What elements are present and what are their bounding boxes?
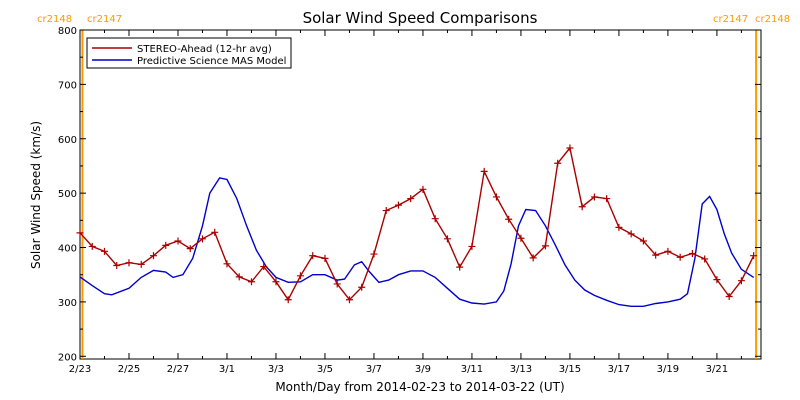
data-point-marker xyxy=(566,144,574,152)
x-tick-label: 3/3 xyxy=(268,364,284,375)
x-tick-label: 3/11 xyxy=(461,364,483,375)
x-tick-label: 3/7 xyxy=(366,364,382,375)
y-tick-label: 600 xyxy=(58,135,77,146)
data-point-marker xyxy=(750,252,758,260)
cr-label-left-1: cr2148 xyxy=(37,14,72,25)
y-tick-label: 300 xyxy=(58,298,77,309)
data-point-marker xyxy=(345,296,353,304)
x-tick-label: 3/17 xyxy=(608,364,630,375)
data-point-marker xyxy=(505,215,513,223)
data-point-marker xyxy=(370,250,378,258)
data-point-marker xyxy=(272,278,280,286)
data-point-marker xyxy=(578,203,586,211)
carrington-markers xyxy=(81,30,758,359)
x-tick-label: 2/27 xyxy=(167,364,189,375)
data-point-marker xyxy=(198,235,206,243)
data-point-marker xyxy=(468,242,476,250)
series-line xyxy=(79,146,755,302)
y-tick-label: 700 xyxy=(58,80,77,91)
series-layer xyxy=(76,144,758,307)
data-point-marker xyxy=(235,273,243,281)
data-point-marker xyxy=(627,230,635,238)
data-point-marker xyxy=(223,260,231,268)
data-point-marker xyxy=(247,278,255,286)
data-point-marker xyxy=(76,229,84,237)
data-point-marker xyxy=(211,228,219,236)
data-point-marker xyxy=(309,252,317,260)
y-axis-title: Solar Wind Speed (km/s) xyxy=(29,121,43,269)
data-point-marker xyxy=(676,253,684,261)
data-point-marker xyxy=(174,237,182,245)
data-point-marker xyxy=(296,272,304,280)
data-point-marker xyxy=(333,280,341,288)
y-tick-label: 500 xyxy=(58,189,77,200)
data-point-marker xyxy=(260,263,268,271)
x-tick-label: 2/25 xyxy=(118,364,140,375)
data-point-marker xyxy=(407,195,415,203)
x-tick-label: 3/15 xyxy=(559,364,581,375)
data-point-marker xyxy=(590,193,598,201)
data-point-marker xyxy=(492,193,500,201)
data-point-marker xyxy=(149,252,157,260)
legend-box xyxy=(86,37,292,69)
data-point-marker xyxy=(701,255,709,263)
corner-labels-right: cr2147 cr2148 xyxy=(713,14,790,25)
data-point-marker xyxy=(603,195,611,203)
x-tick-label: 3/5 xyxy=(317,364,333,375)
data-point-marker xyxy=(664,247,672,255)
cr-label-right-2: cr2148 xyxy=(755,14,790,25)
data-point-marker xyxy=(186,245,194,253)
y-tick-label: 400 xyxy=(58,244,77,255)
y-tick-label: 800 xyxy=(58,26,77,37)
data-point-marker xyxy=(284,296,292,304)
x-tick-label: 3/21 xyxy=(706,364,728,375)
x-tick-label: 3/13 xyxy=(510,364,532,375)
x-tick-label: 3/19 xyxy=(657,364,679,375)
data-point-marker xyxy=(137,260,145,268)
data-point-marker xyxy=(100,247,108,255)
x-tick-label: 3/9 xyxy=(415,364,431,375)
x-axis-title: Month/Day from 2014-02-23 to 2014-03-22 … xyxy=(275,380,564,394)
plot-frame xyxy=(79,29,762,360)
data-point-marker xyxy=(162,241,170,249)
legend-label-stereo: STEREO-Ahead (12-hr avg) xyxy=(137,44,272,55)
data-point-marker xyxy=(358,283,366,291)
data-point-marker xyxy=(652,251,660,259)
data-point-marker xyxy=(713,276,721,284)
data-point-marker xyxy=(394,201,402,209)
data-point-marker xyxy=(419,185,427,193)
y-tick-label: 200 xyxy=(58,352,77,363)
data-point-marker xyxy=(737,277,745,285)
x-tick-label: 2/23 xyxy=(69,364,91,375)
data-point-marker xyxy=(725,292,733,300)
data-point-marker xyxy=(443,235,451,243)
y-axis: 200 300 400 500 600 700 800 xyxy=(58,26,761,363)
x-tick-label: 3/1 xyxy=(219,364,235,375)
data-point-marker xyxy=(615,223,623,231)
chart-title: Solar Wind Speed Comparisons xyxy=(303,9,538,27)
data-point-marker xyxy=(517,234,525,242)
legend-label-mas: Predictive Science MAS Model xyxy=(137,56,286,67)
x-axis: 2/23 2/25 2/27 3/1 3/3 3/5 3/7 3/9 3/11 3/13 3/15 3… xyxy=(69,30,742,375)
corner-labels-left: cr2148 cr2147 xyxy=(37,14,122,25)
data-point-marker xyxy=(541,242,549,250)
data-point-marker xyxy=(125,259,133,267)
data-point-marker xyxy=(431,215,439,223)
data-point-marker xyxy=(382,207,390,215)
data-point-marker xyxy=(639,237,647,245)
data-point-marker xyxy=(88,242,96,250)
legend: STEREO-Ahead (12-hr avg) Predictive Scie… xyxy=(86,37,292,69)
data-point-marker xyxy=(456,263,464,271)
data-point-marker xyxy=(688,250,696,258)
data-point-marker xyxy=(321,254,329,262)
data-point-marker xyxy=(480,167,488,175)
cr-label-left-2: cr2147 xyxy=(87,14,122,25)
data-point-marker xyxy=(529,254,537,262)
series-line xyxy=(79,177,755,307)
data-point-marker xyxy=(554,159,562,167)
cr-label-right-1: cr2147 xyxy=(713,14,748,25)
data-point-marker xyxy=(113,261,121,269)
